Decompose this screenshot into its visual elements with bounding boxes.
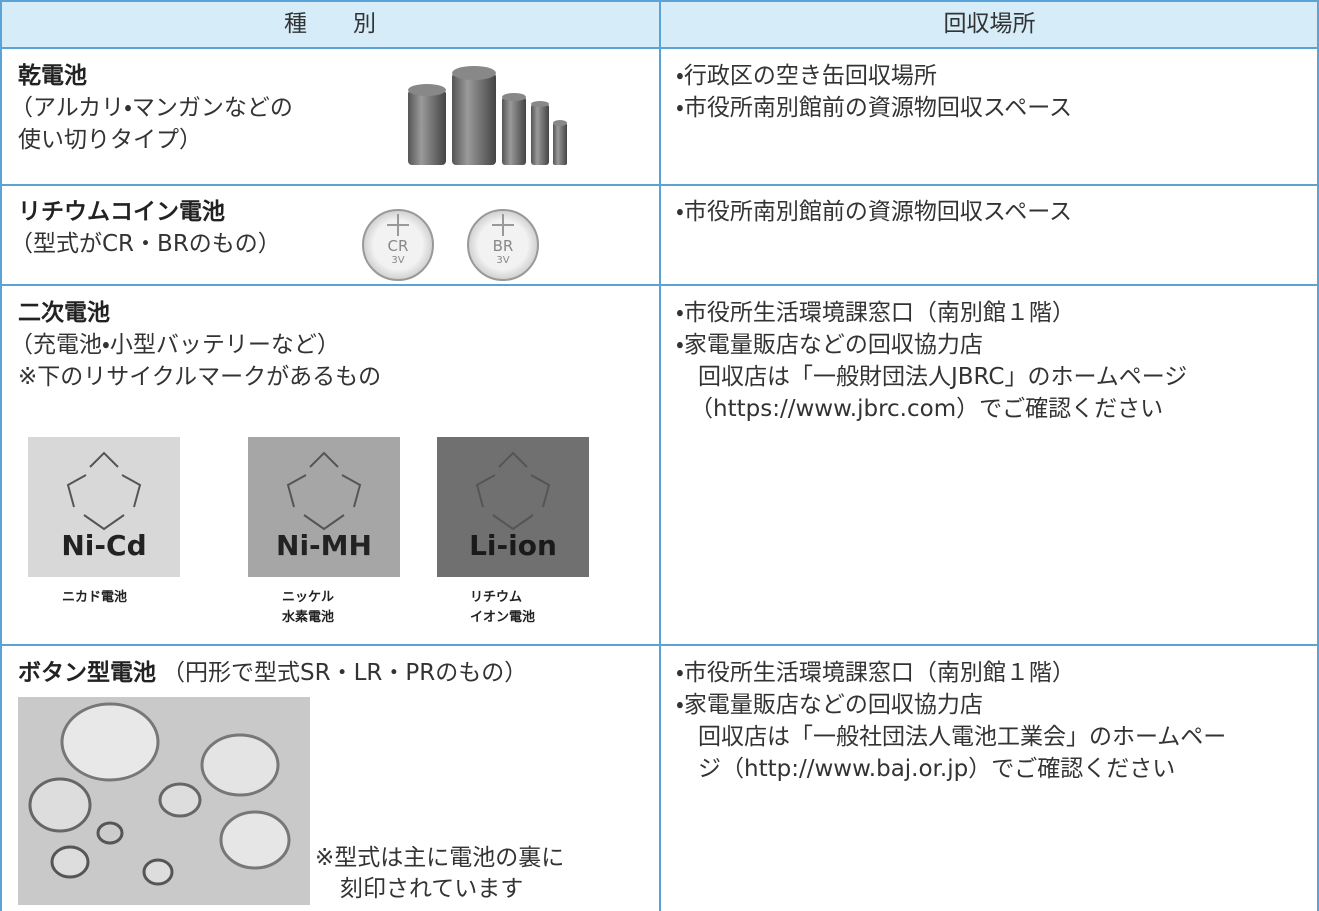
place: ・市役所生活環境課窓口（南別館１階） — [676, 300, 1075, 326]
mark-name: 水素電池 — [282, 610, 335, 625]
note: 刻印されています — [340, 876, 524, 902]
row-desc: （アルカリ・マンガンなどの — [10, 95, 293, 121]
header-cell: 種 別 — [284, 11, 376, 37]
row-title: 二次電池 — [18, 300, 110, 326]
border — [659, 0, 661, 911]
place: ・家電量販店などの回収協力店 — [676, 692, 983, 718]
place: ・家電量販店などの回収協力店 — [676, 332, 983, 358]
border — [0, 0, 2, 911]
mark-code: Li-ion — [469, 529, 557, 562]
place: ・市役所南別館前の資源物回収スペース — [676, 199, 1073, 225]
coin-volt: 3V — [496, 255, 510, 266]
place: ・行政区の空き缶回収場所 — [676, 63, 937, 89]
header-cell: 回収場所 — [943, 11, 1036, 37]
mark-name: リチウム — [470, 590, 523, 605]
coin-code: BR — [492, 237, 514, 255]
coin-battery-image — [362, 209, 539, 281]
mark-code: Ni-MH — [276, 529, 372, 562]
place: ・市役所生活環境課窓口（南別館１階） — [676, 660, 1075, 686]
mark-name: ニッケル — [282, 590, 335, 605]
recycle-marks — [28, 437, 589, 577]
button-cell-photo — [18, 697, 310, 905]
place: 回収店は「一般財団法人JBRC」のホームページ — [698, 364, 1188, 390]
row-desc: （充電池・小型バッテリーなど） — [10, 332, 340, 358]
row-desc: ※下のリサイクルマークがあるもの — [18, 364, 382, 390]
place: ジ（http://www.baj.or.jp）でご確認ください — [698, 756, 1176, 782]
mark-code: Ni-Cd — [61, 529, 147, 562]
border — [1317, 0, 1319, 911]
dry-battery-image — [408, 66, 567, 165]
mark-name: ニカド電池 — [62, 590, 128, 605]
note: ※型式は主に電池の裏に — [315, 845, 565, 871]
row-desc: （型式がCR・BRのもの） — [10, 231, 281, 257]
row-title: リチウムコイン電池 — [18, 199, 225, 225]
row-title: ボタン型電池 — [18, 660, 156, 686]
coin-volt: 3V — [391, 255, 405, 266]
place: ・市役所南別館前の資源物回収スペース — [676, 95, 1073, 121]
coin-code: CR — [387, 237, 409, 255]
mark-name: イオン電池 — [470, 610, 536, 625]
place: （https://www.jbrc.com）でご確認ください — [690, 396, 1164, 422]
row-title: 乾電池 — [18, 63, 87, 89]
row-title-note: （円形で型式SR・LR・PRのもの） — [162, 660, 528, 686]
place: 回収店は「一般社団法人電池工業会」のホームペー — [698, 724, 1227, 750]
row-desc: 使い切りタイプ） — [18, 127, 202, 153]
